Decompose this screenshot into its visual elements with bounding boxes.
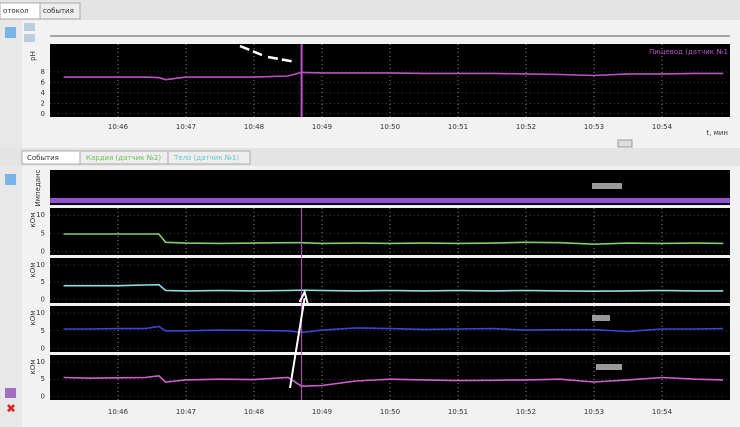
x-tick-label: 10:49: [312, 408, 332, 416]
icon[interactable]: [24, 34, 35, 42]
marker-box: [592, 183, 622, 189]
sidebar: [0, 20, 22, 150]
impedance-label: Импеданс: [34, 169, 42, 206]
plot-area: [50, 355, 730, 400]
tab-label: отокол: [3, 7, 29, 15]
sidebar: [0, 166, 22, 427]
icon[interactable]: [5, 388, 16, 398]
y-tick-label: 5: [41, 278, 45, 286]
y-axis-label: кОм: [29, 359, 37, 374]
tab-label: События: [27, 154, 59, 162]
tab-label: Тело (датчик №1): [173, 154, 239, 162]
y-tick-label: 10: [36, 358, 45, 366]
x-tick-label: 10:48: [244, 408, 264, 416]
trace: [63, 374, 724, 388]
y-tick-label: 10: [36, 261, 45, 269]
marker-box: [592, 315, 610, 321]
icon[interactable]: [5, 174, 16, 185]
plot-area: [50, 258, 730, 303]
y-tick-label: 0: [41, 296, 45, 304]
y-tick-label: 5: [41, 327, 45, 335]
x-tick-label: 10:46: [108, 123, 129, 131]
x-tick-label: 10:54: [652, 123, 673, 131]
y-tick-label: 0: [41, 110, 45, 118]
y-axis-label: кОм: [29, 310, 37, 325]
y-tick-label: 5: [41, 229, 45, 237]
x-tick-label: 10:52: [516, 123, 536, 131]
x-tick-label: 10:46: [108, 408, 129, 416]
x-tick-label: 10:54: [652, 408, 673, 416]
y-tick-label: 8: [41, 68, 45, 76]
trace: [63, 71, 724, 81]
trace: [63, 325, 724, 334]
x-tick-label: 10:51: [448, 408, 468, 416]
tab-label: Кардия (датчик №2): [86, 154, 161, 162]
trace: [63, 283, 724, 293]
x-tick-label: 10:47: [176, 123, 196, 131]
tab-bar: [0, 0, 740, 20]
marker-box: [596, 364, 622, 370]
y-tick-label: 5: [41, 375, 45, 383]
legend-entry: Пищевод (датчик №1: [649, 48, 728, 56]
x-tick-label: 10:51: [448, 123, 468, 131]
annotation-arrow: [239, 44, 296, 64]
icon[interactable]: [24, 23, 35, 31]
y-tick-label: 0: [41, 247, 45, 255]
x-tick-label: 10:52: [516, 408, 536, 416]
tab-label: события: [43, 7, 74, 15]
x-tick-label: 10:47: [176, 408, 196, 416]
splitter[interactable]: [617, 139, 633, 148]
icon[interactable]: [5, 27, 16, 38]
x-tick-label: 10:49: [312, 123, 332, 131]
y-axis-label: кОм: [29, 212, 37, 227]
plot-area: [50, 208, 730, 255]
y-tick-label: 2: [41, 99, 45, 107]
annotation-arrow: [289, 289, 309, 389]
x-tick-label: 10:53: [584, 123, 604, 131]
close-icon[interactable]: ✖: [6, 402, 16, 416]
tab[interactable]: [167, 150, 251, 165]
y-axis-label: pH: [29, 51, 37, 61]
trace: [63, 233, 724, 246]
x-tick-label: 10:50: [380, 123, 400, 131]
y-tick-label: 10: [36, 211, 45, 219]
x-tick-label: 10:48: [244, 123, 264, 131]
y-tick-label: 0: [41, 393, 45, 401]
y-tick-label: 4: [41, 89, 46, 97]
tab[interactable]: [39, 2, 81, 20]
y-axis-label: кОм: [29, 262, 37, 277]
time-unit: t, мин: [706, 129, 728, 137]
y-tick-label: 0: [41, 344, 45, 352]
x-tick-label: 10:53: [584, 408, 604, 416]
y-tick-label: 6: [41, 78, 46, 86]
impedance-band: [50, 198, 730, 203]
y-tick-label: 10: [36, 309, 45, 317]
x-tick-label: 10:50: [380, 408, 400, 416]
